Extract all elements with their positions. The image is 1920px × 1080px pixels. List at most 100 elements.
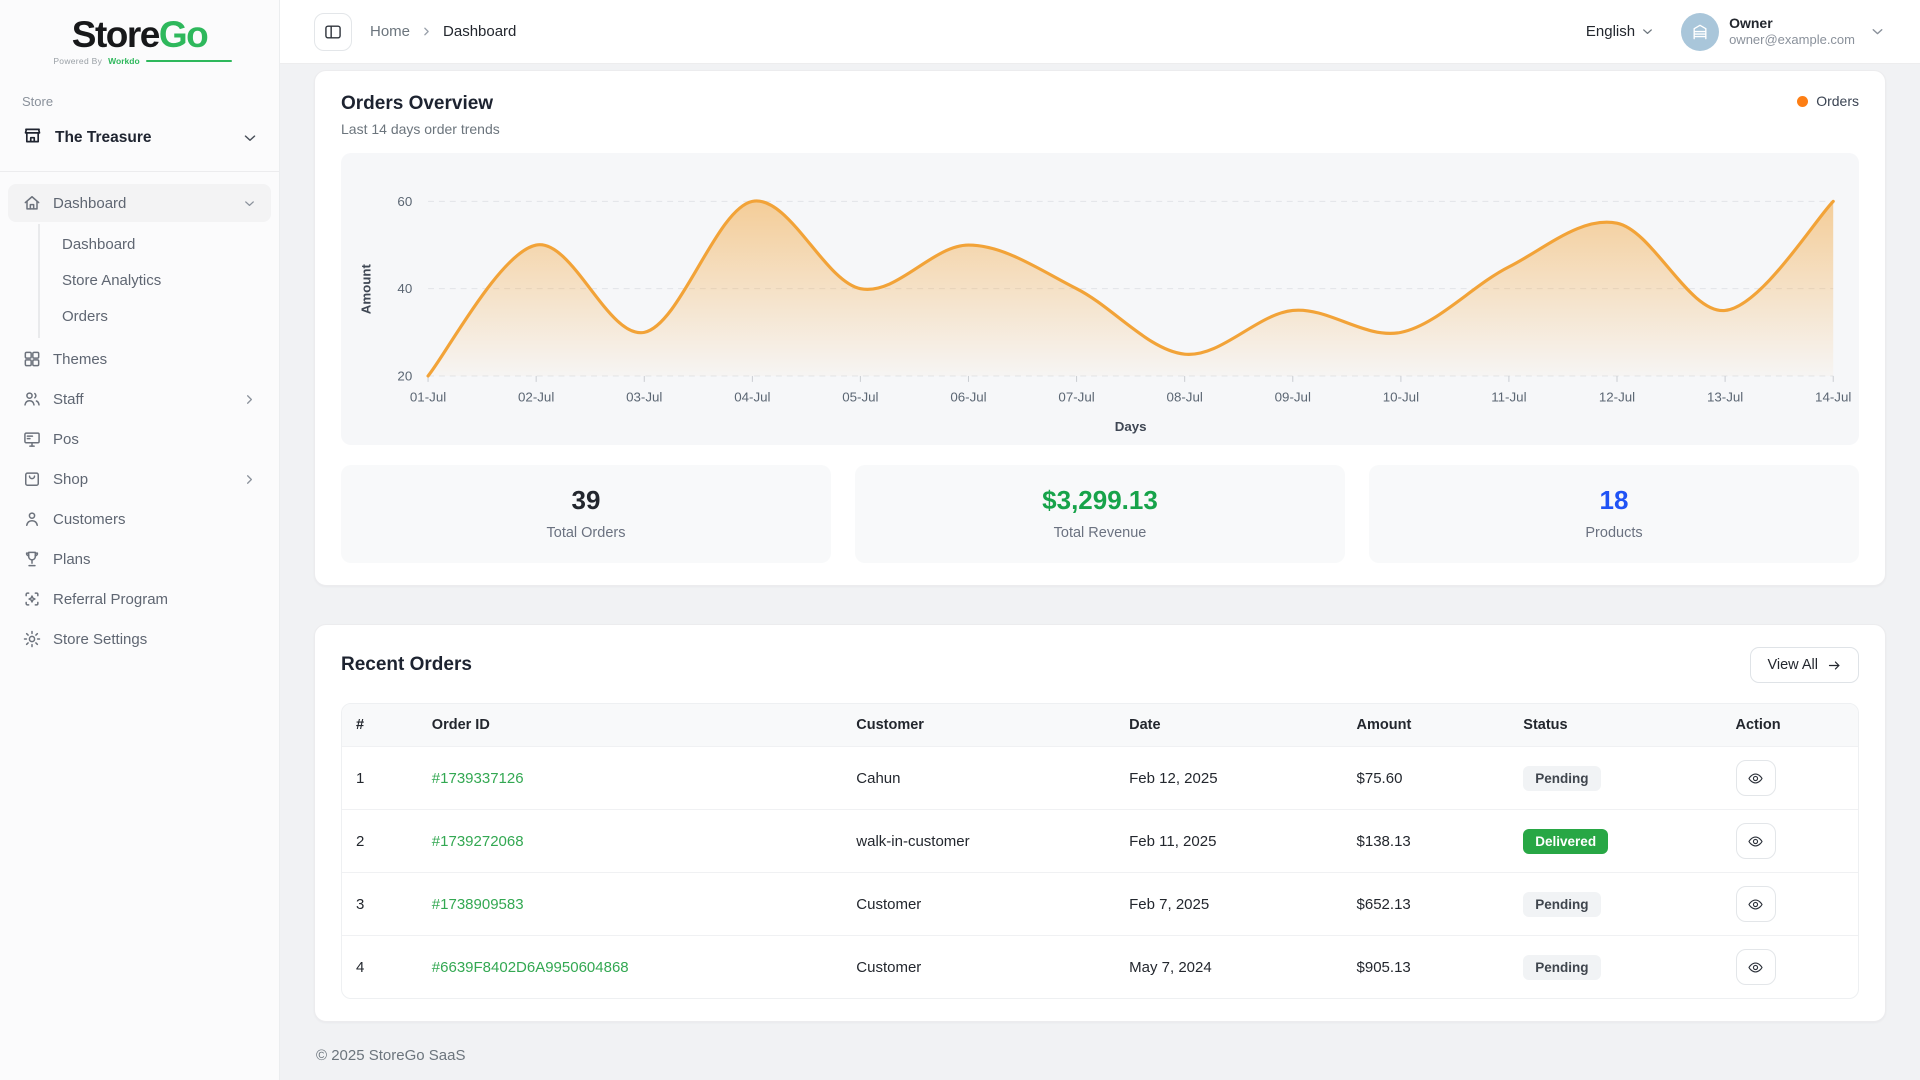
view-order-button[interactable] [1736, 886, 1776, 922]
store-icon [22, 125, 43, 146]
chevron-down-icon [241, 129, 259, 147]
sidebar-item-plans[interactable]: Plans [8, 540, 271, 578]
panel-icon [323, 22, 343, 42]
view-all-button[interactable]: View All [1750, 647, 1859, 683]
main-area: Home Dashboard English Owner owner@examp… [280, 0, 1920, 1080]
language-selector[interactable]: English [1586, 23, 1655, 40]
user-menu[interactable]: Owner owner@example.com [1681, 13, 1886, 51]
date-cell: Feb 7, 2025 [1115, 872, 1342, 935]
gear-icon [22, 629, 42, 649]
sidebar-item-label: Shop [53, 471, 88, 488]
y-tick-label: 60 [397, 194, 412, 209]
sidebar-item-pos[interactable]: Pos [8, 420, 271, 458]
table-row: 2#1739272068walk-in-customerFeb 11, 2025… [342, 809, 1858, 872]
x-tick-label: 13-Jul [1707, 390, 1743, 405]
chevron-right-icon [242, 472, 257, 487]
sidebar-toggle-button[interactable] [314, 13, 352, 51]
customer-cell: Customer [842, 872, 1115, 935]
order-id-link[interactable]: #1739272068 [432, 833, 524, 850]
view-order-button[interactable] [1736, 949, 1776, 985]
x-tick-label: 02-Jul [518, 390, 554, 405]
order-id-cell: #6639F8402D6A9950604868 [418, 935, 842, 998]
order-id-link[interactable]: #6639F8402D6A9950604868 [432, 959, 629, 976]
avatar [1681, 13, 1719, 51]
stat-label: Total Revenue [865, 525, 1335, 541]
amount-cell: $138.13 [1343, 809, 1510, 872]
sidebar-item-label: Dashboard [53, 195, 126, 212]
amount-cell: $75.60 [1343, 746, 1510, 809]
sidebar-subitem-dashboard[interactable]: Dashboard [40, 226, 279, 262]
x-tick-label: 11-Jul [1491, 390, 1526, 405]
sidebar-item-customers[interactable]: Customers [8, 500, 271, 538]
action-cell [1722, 809, 1858, 872]
legend-label: Orders [1816, 93, 1859, 109]
sidebar-subitem-store-analytics[interactable]: Store Analytics [40, 262, 279, 298]
sidebar-subitem-orders[interactable]: Orders [40, 298, 279, 334]
row-index-cell: 2 [342, 809, 418, 872]
breadcrumb-home[interactable]: Home [370, 23, 410, 40]
sidebar-item-label: Plans [53, 551, 91, 568]
table-row: 3 #1738909583 CustomerFeb 7, 2025$652.13Pe… [342, 872, 1858, 935]
bag-icon [22, 469, 42, 489]
eye-icon [1747, 959, 1764, 976]
status-badge: Delivered [1523, 829, 1608, 854]
recent-orders-table: #Order IDCustomerDateAmountStatusAction … [341, 703, 1859, 999]
stats-row: 39Total Orders$3,299.13Total Revenue18Pr… [341, 465, 1859, 563]
chevron-down-icon [1869, 23, 1886, 40]
date-cell: Feb 12, 2025 [1115, 746, 1342, 809]
language-label: English [1586, 23, 1635, 40]
breadcrumb-current[interactable]: Dashboard [443, 23, 516, 40]
topbar: Home Dashboard English Owner owner@examp… [280, 0, 1920, 64]
action-cell [1722, 872, 1858, 935]
column-header: Action [1722, 704, 1858, 746]
grid-icon [22, 349, 42, 369]
sidebar-item-referral-program[interactable]: Referral Program [8, 580, 271, 618]
chart-legend[interactable]: Orders [1797, 93, 1859, 109]
x-tick-label: 04-Jul [734, 390, 770, 405]
building-icon [1690, 22, 1710, 42]
home-icon [22, 193, 42, 213]
sidebar-item-label: Themes [53, 351, 107, 368]
sidebar-item-themes[interactable]: Themes [8, 340, 271, 378]
x-tick-label: 12-Jul [1599, 390, 1635, 405]
sidebar-item-label: Referral Program [53, 591, 168, 608]
x-axis-title: Days [1115, 419, 1147, 434]
row-index-cell: 3 [342, 872, 418, 935]
store-name: The Treasure [55, 129, 152, 147]
status-cell: Pending [1509, 872, 1721, 935]
sidebar-item-shop[interactable]: Shop [8, 460, 271, 498]
x-tick-label: 09-Jul [1275, 390, 1311, 405]
row-index-cell: 1 [342, 746, 418, 809]
arrow-right-icon [1827, 658, 1842, 673]
status-cell: Delivered [1509, 809, 1721, 872]
recent-orders-title: Recent Orders [341, 654, 472, 676]
stat-card-products: 18Products [1369, 465, 1859, 563]
x-tick-label: 01-Jul [410, 390, 446, 405]
stat-label: Total Orders [351, 525, 821, 541]
column-header: Order ID [418, 704, 842, 746]
orders-chart: 20406001-Jul02-Jul03-Jul04-Jul05-Jul06-J… [341, 153, 1859, 445]
order-id-link[interactable]: #1738909583 [432, 896, 524, 913]
breadcrumb: Home Dashboard [370, 23, 516, 40]
chevron-down-icon [242, 196, 257, 211]
column-header: Amount [1343, 704, 1510, 746]
sidebar-item-label: Staff [53, 391, 84, 408]
x-tick-label: 07-Jul [1058, 390, 1094, 405]
view-order-button[interactable] [1736, 760, 1776, 796]
view-order-button[interactable] [1736, 823, 1776, 859]
x-tick-label: 06-Jul [950, 390, 986, 405]
sidebar-item-staff[interactable]: Staff [8, 380, 271, 418]
amount-cell: $652.13 [1343, 872, 1510, 935]
eye-icon [1747, 833, 1764, 850]
sidebar-item-dashboard[interactable]: Dashboard [8, 184, 271, 222]
user-name: Owner [1729, 15, 1855, 33]
store-selector[interactable]: The Treasure [0, 117, 279, 159]
sidebar-item-store-settings[interactable]: Store Settings [8, 620, 271, 658]
sidebar-nav: DashboardDashboardStore AnalyticsOrdersT… [0, 182, 279, 1080]
x-tick-label: 10-Jul [1383, 390, 1419, 405]
referral-icon [22, 589, 42, 609]
order-id-link[interactable]: #1739337126 [432, 770, 524, 787]
logo-tagline: Powered By Workdo [0, 56, 279, 66]
y-tick-label: 20 [397, 368, 412, 383]
storego-logo[interactable]: StoreGo Powered By Workdo [0, 0, 279, 76]
